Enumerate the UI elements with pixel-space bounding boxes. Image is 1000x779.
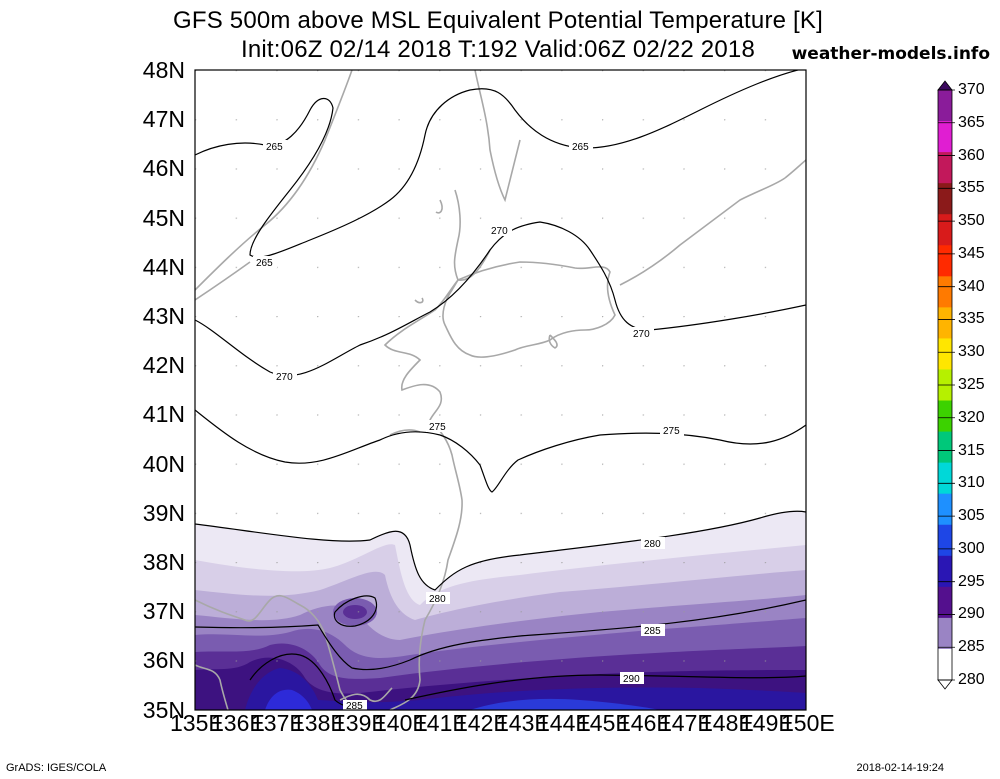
lon-label: 145E — [577, 710, 631, 736]
colorbar-label: 365 — [958, 113, 985, 131]
lat-label: 37N — [142, 598, 185, 624]
lon-label: 139E — [333, 710, 387, 736]
colorbar-swatch — [938, 648, 952, 681]
colorbar-swatch — [938, 90, 952, 122]
lat-label: 43N — [142, 303, 185, 329]
colorbar-label: 370 — [958, 81, 985, 98]
colorbar-swatch — [938, 214, 952, 246]
contour-label-270-b: 270 — [276, 372, 293, 383]
colorbar-label: 305 — [958, 507, 985, 525]
colorbar — [937, 80, 955, 690]
map-frame — [194, 69, 807, 711]
colorbar-label: 360 — [958, 146, 985, 164]
colorbar-label: 295 — [958, 572, 985, 590]
lat-label: 39N — [142, 500, 185, 526]
contour-label-275-b: 275 — [663, 426, 680, 437]
colorbar-swatch — [938, 524, 952, 557]
colorbar-bottom-arrow — [937, 679, 953, 690]
colorbar-swatch — [938, 307, 952, 339]
lon-label: 140E — [374, 710, 428, 736]
lat-label: 42N — [142, 352, 185, 378]
colorbar-label: 340 — [958, 277, 985, 295]
contour-label-285-a: 285 — [644, 626, 661, 637]
contour-label-265-b: 265 — [256, 258, 273, 269]
colorbar-swatch — [938, 152, 952, 184]
lon-label: 136E — [211, 710, 265, 736]
contour-label-275-a: 275 — [429, 422, 446, 433]
lon-label: 146E — [618, 710, 672, 736]
lat-label: 36N — [142, 647, 185, 673]
contour-label-285-b: 285 — [346, 701, 363, 712]
lat-label: 40N — [142, 451, 185, 477]
colorbar-label: 310 — [958, 474, 985, 492]
colorbar-label: 330 — [958, 343, 985, 361]
lon-label: 137E — [251, 710, 305, 736]
colorbar-swatch — [938, 586, 952, 619]
colorbar-swatch — [938, 183, 952, 215]
lat-label: 41N — [142, 401, 185, 427]
colorbar-label: 320 — [958, 408, 985, 426]
lat-label: 45N — [142, 205, 185, 231]
colorbar-swatch — [938, 121, 952, 153]
lat-label: 44N — [142, 254, 185, 280]
lon-label: 148E — [700, 710, 754, 736]
colorbar-swatch — [938, 338, 952, 370]
colorbar-swatch — [938, 555, 952, 588]
lon-label: 147E — [659, 710, 713, 736]
lon-label: 149E — [740, 710, 794, 736]
lon-label: 141E — [414, 710, 468, 736]
map-title: GFS 500m above MSL Equivalent Potential … — [172, 7, 823, 34]
contour-label-270-c: 270 — [633, 329, 650, 340]
colorbar-label: 355 — [958, 179, 985, 197]
lat-label: 38N — [142, 549, 185, 575]
colorbar-label: 350 — [958, 212, 985, 230]
contour-label-290: 290 — [623, 674, 640, 685]
map-subtitle: Init:06Z 02/14 2018 T:192 Valid:06Z 02/2… — [240, 36, 756, 63]
colorbar-label: 325 — [958, 376, 985, 393]
colorbar-label: 285 — [958, 638, 985, 656]
contour-labels: 265 265 265 270 270 270 275 275 280 280 … — [253, 140, 684, 712]
contour-label-270-a: 270 — [491, 226, 508, 237]
render-timestamp: 2018-02-14-19:24 — [856, 762, 944, 774]
colorbar-swatch — [938, 431, 952, 464]
colorbar-label: 290 — [958, 605, 985, 623]
lat-label: 47N — [142, 106, 185, 132]
lat-label: 48N — [142, 57, 185, 83]
lon-label: 142E — [455, 710, 509, 736]
site-watermark: weather-models.info — [791, 44, 990, 64]
contour-label-265-c: 265 — [572, 142, 589, 153]
colorbar-top-arrow — [937, 80, 953, 91]
lon-label: 143E — [496, 710, 550, 736]
contour-label-280-a: 280 — [644, 539, 661, 550]
colorbar-swatch — [938, 617, 952, 650]
colorbar-label: 280 — [958, 671, 985, 688]
lon-label: 138E — [292, 710, 346, 736]
lon-label: 135E — [170, 710, 224, 736]
colorbar-label: 300 — [958, 539, 985, 557]
colorbar-swatch — [938, 276, 952, 308]
colorbar-label: 345 — [958, 244, 985, 262]
colorbar-label: 335 — [958, 310, 985, 328]
lon-label: 144E — [537, 710, 591, 736]
lat-label: 35N — [142, 697, 185, 723]
lon-label: 150E — [781, 710, 835, 736]
contour-label-280-b: 280 — [429, 594, 446, 605]
software-credit: GrADS: IGES/COLA — [6, 762, 107, 774]
graticule-dots — [195, 70, 806, 710]
colorbar-swatch — [938, 400, 952, 433]
colorbar-label: 315 — [958, 441, 985, 459]
colorbar-swatch — [938, 493, 952, 526]
colorbar-swatch — [938, 245, 952, 277]
colorbar-swatch — [938, 462, 952, 495]
contour-label-265-a: 265 — [266, 142, 283, 153]
lat-label: 46N — [142, 155, 185, 181]
